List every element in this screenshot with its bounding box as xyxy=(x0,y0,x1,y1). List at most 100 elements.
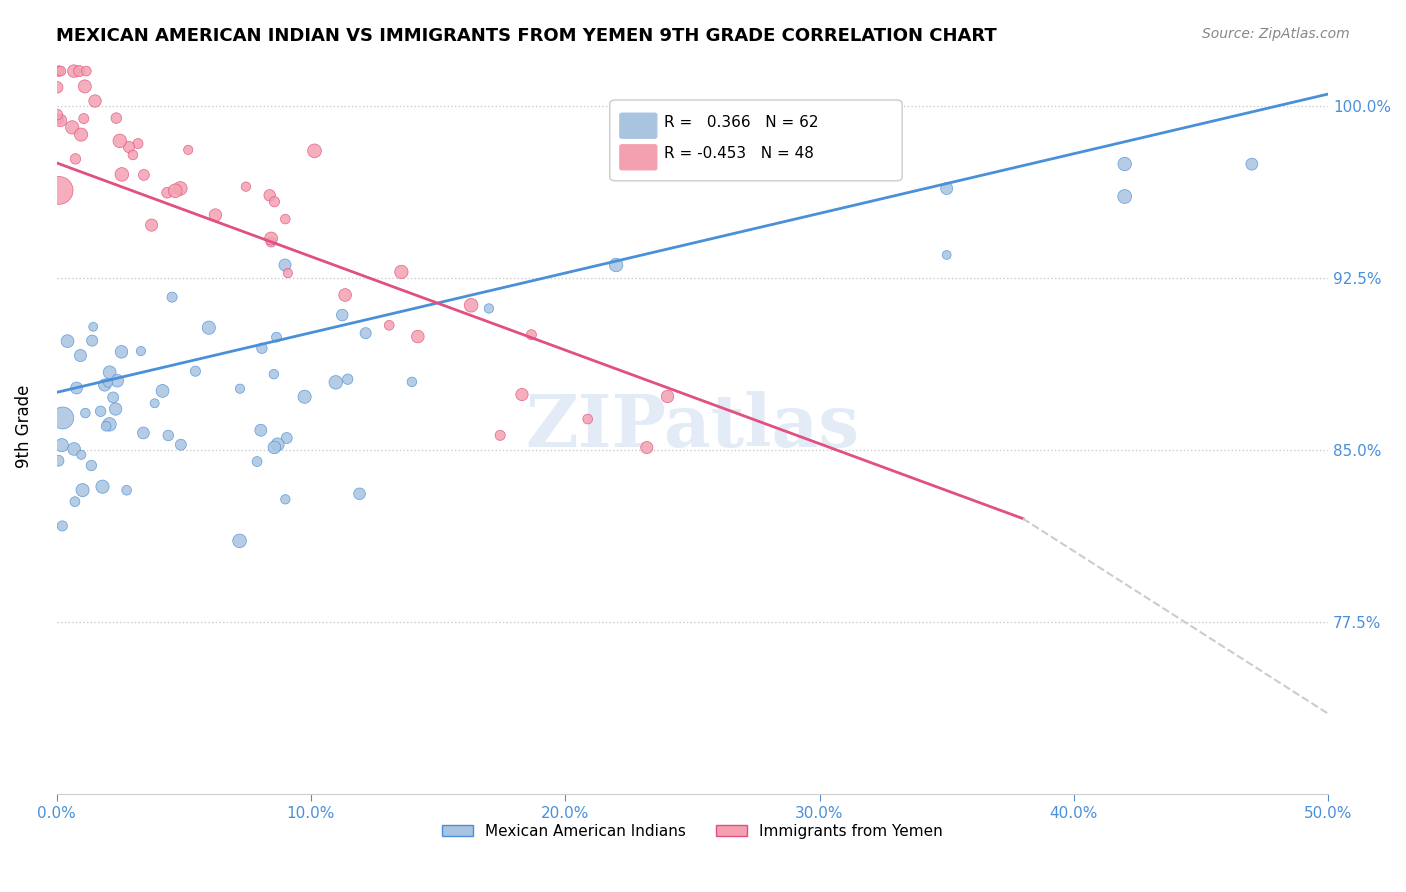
Point xyxy=(129,344,152,359)
Point xyxy=(510,387,533,401)
Y-axis label: 9th Grade: 9th Grade xyxy=(15,385,32,468)
Point xyxy=(478,301,501,316)
FancyBboxPatch shape xyxy=(620,145,657,169)
Point xyxy=(263,441,285,455)
Point xyxy=(51,438,73,452)
Point xyxy=(49,113,72,128)
Point xyxy=(67,64,90,78)
Point xyxy=(246,454,269,468)
Point xyxy=(336,372,359,386)
Point xyxy=(63,494,86,508)
Point xyxy=(1114,189,1136,203)
Point xyxy=(229,382,252,396)
Point xyxy=(73,79,96,94)
Point xyxy=(250,423,273,437)
Point xyxy=(141,218,163,232)
Point xyxy=(101,391,124,405)
Point xyxy=(605,258,627,272)
Point xyxy=(636,441,658,455)
Point xyxy=(401,375,423,389)
Point xyxy=(82,319,104,334)
Point xyxy=(90,404,112,418)
Point xyxy=(48,64,70,78)
Point xyxy=(108,134,131,148)
Point xyxy=(70,128,93,142)
Point xyxy=(198,320,221,334)
Point xyxy=(46,80,69,95)
Point xyxy=(72,483,94,497)
Point xyxy=(259,188,281,202)
Point xyxy=(389,265,412,279)
Point xyxy=(82,334,104,348)
Point xyxy=(127,136,149,151)
Point xyxy=(143,396,166,410)
Point xyxy=(65,381,87,395)
Point xyxy=(274,258,297,272)
Point xyxy=(406,329,429,343)
Point xyxy=(460,298,482,312)
Point xyxy=(132,425,155,440)
Point xyxy=(489,428,512,442)
Point xyxy=(1114,157,1136,171)
FancyBboxPatch shape xyxy=(610,100,903,181)
Point xyxy=(170,438,193,452)
Point xyxy=(75,406,97,420)
Point xyxy=(266,437,288,451)
Point xyxy=(274,492,297,507)
Point xyxy=(118,140,141,154)
Legend: Mexican American Indians, Immigrants from Yemen: Mexican American Indians, Immigrants fro… xyxy=(436,818,949,845)
Point xyxy=(122,148,145,162)
Point xyxy=(263,367,285,381)
Point xyxy=(520,327,543,342)
Point xyxy=(60,120,83,135)
Point xyxy=(105,374,128,388)
Point xyxy=(935,248,957,262)
Point xyxy=(94,419,117,434)
Point xyxy=(104,402,127,417)
Point xyxy=(48,112,70,127)
Point xyxy=(266,330,288,344)
Point xyxy=(75,64,97,78)
Point xyxy=(160,290,183,304)
Point xyxy=(576,412,599,426)
Point xyxy=(93,378,115,392)
Point xyxy=(98,417,121,432)
Point xyxy=(354,326,377,341)
Text: R = -0.453   N = 48: R = -0.453 N = 48 xyxy=(665,146,814,161)
Text: MEXICAN AMERICAN INDIAN VS IMMIGRANTS FROM YEMEN 9TH GRADE CORRELATION CHART: MEXICAN AMERICAN INDIAN VS IMMIGRANTS FR… xyxy=(56,27,997,45)
Point xyxy=(333,288,356,302)
Point xyxy=(63,64,86,78)
Point xyxy=(274,212,297,227)
Point xyxy=(70,448,93,462)
Point xyxy=(1240,157,1263,171)
Text: ZIPatlas: ZIPatlas xyxy=(526,392,859,462)
Point xyxy=(304,144,326,158)
Text: R =   0.366   N = 62: R = 0.366 N = 62 xyxy=(665,114,818,129)
Point xyxy=(935,181,957,195)
Point xyxy=(169,181,191,195)
Point xyxy=(276,431,298,445)
Point xyxy=(115,483,138,498)
Point xyxy=(65,152,87,166)
Point xyxy=(156,186,179,200)
Point xyxy=(325,376,347,390)
Point xyxy=(294,390,316,404)
Point xyxy=(378,318,401,333)
Point xyxy=(657,390,679,404)
Point xyxy=(110,344,132,359)
Point xyxy=(235,179,257,194)
Point xyxy=(48,183,70,197)
Point xyxy=(46,107,69,121)
Point xyxy=(277,266,299,280)
Text: Source: ZipAtlas.com: Source: ZipAtlas.com xyxy=(1202,27,1350,41)
FancyBboxPatch shape xyxy=(620,113,657,138)
Point xyxy=(184,364,207,378)
Point xyxy=(263,194,285,209)
Point xyxy=(260,231,283,245)
Point xyxy=(165,184,187,198)
Point xyxy=(63,442,86,456)
Point xyxy=(152,384,174,398)
Point xyxy=(349,487,371,501)
Point xyxy=(49,64,72,78)
Point xyxy=(51,519,73,533)
